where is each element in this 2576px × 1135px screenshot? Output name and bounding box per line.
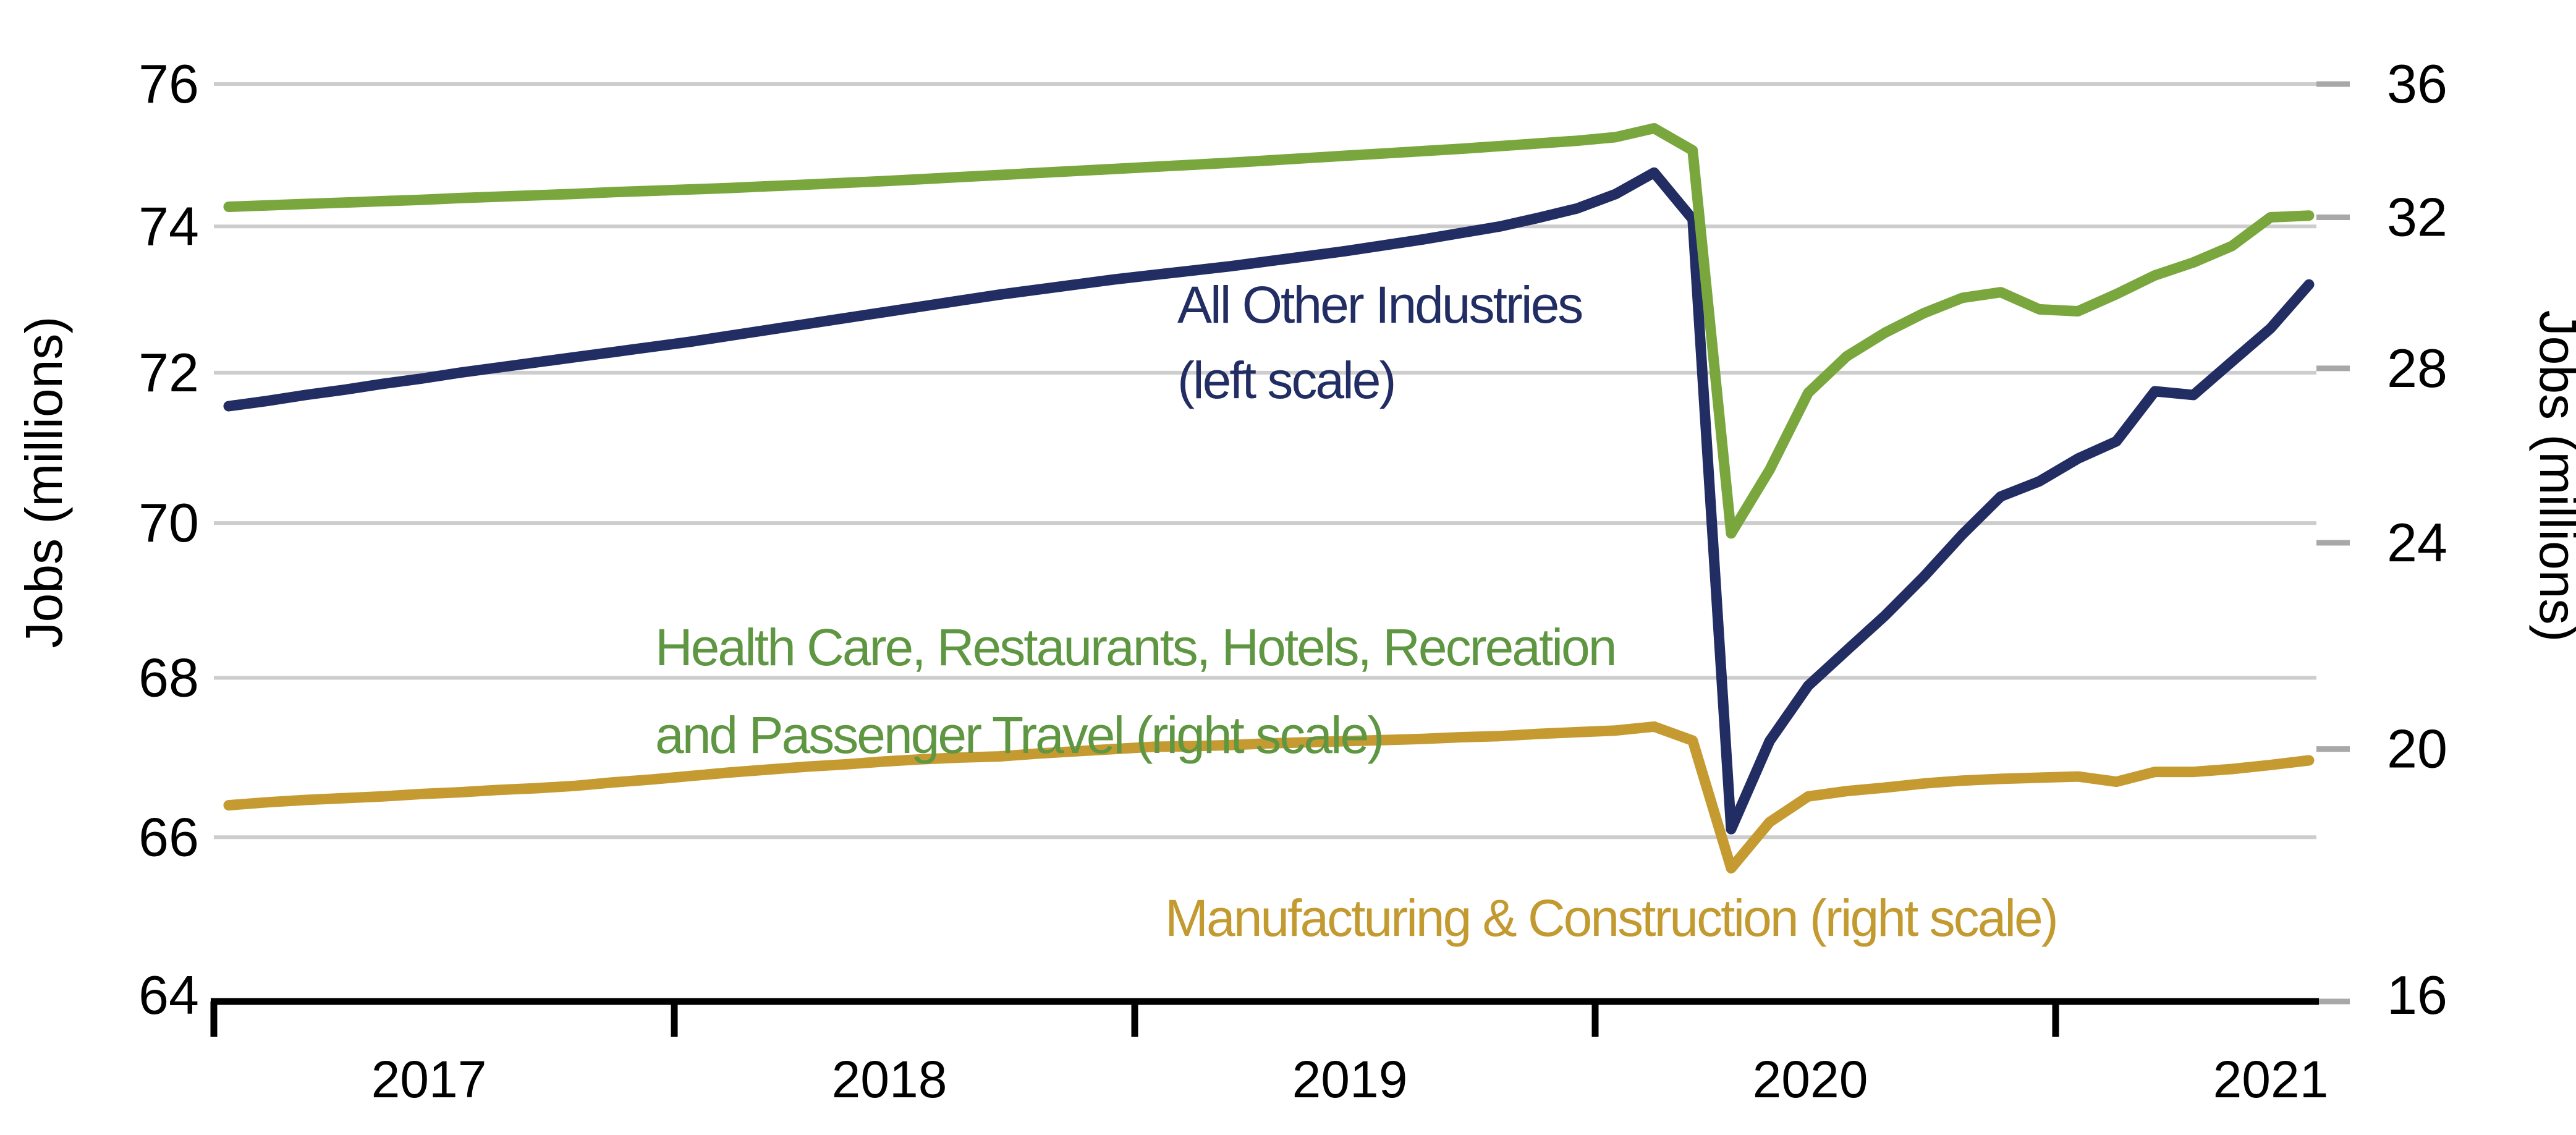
series-line-green [223,123,2315,539]
right-axis-labels: 36 32 28 24 20 16 [2387,53,2447,1026]
left-tick-label-64: 64 [138,964,199,1026]
annotation-navy: All Other Industries (left scale) [1177,276,1583,409]
left-tick-label-72: 72 [138,342,199,403]
right-tick-label-36: 36 [2387,53,2447,114]
year-label-2021: 2021 [2213,1050,2329,1108]
right-tick-label-16: 16 [2387,964,2447,1026]
annotation-green-line-1: Health Care, Restaurants, Hotels, Recrea… [655,618,1615,676]
year-label-2019: 2019 [1292,1050,1408,1108]
year-label-2020: 2020 [1753,1050,1868,1108]
annotation-green-line-2: and Passenger Travel (right scale) [655,706,1383,764]
series-line-gold [223,721,2315,874]
annotation-gold-line-1: Manufacturing & Construction (right scal… [1165,889,2057,947]
left-axis-title: Jobs (millions) [15,317,73,648]
series-navy [223,167,2315,835]
series-line-navy [223,167,2315,835]
left-tick-label-70: 70 [138,492,199,553]
right-tick-label-32: 32 [2387,187,2447,248]
annotation-gold: Manufacturing & Construction (right scal… [1165,889,2059,947]
annotation-navy-line-1: All Other Industries [1177,276,1582,334]
annotation-navy-line-2: (left scale) [1177,351,1394,409]
right-axis-title: Jobs (millions) [2529,310,2576,642]
right-tick-label-20: 20 [2387,718,2447,780]
left-axis-labels: 76 74 72 70 68 66 64 [138,53,199,1026]
gridlines [214,82,2316,840]
right-tick-label-28: 28 [2387,338,2447,399]
left-tick-label-74: 74 [138,195,199,257]
right-tick-label-24: 24 [2387,512,2447,573]
x-axis-year-labels: 2017 2018 2019 2020 2021 [371,1050,2329,1108]
x-axis [210,998,2319,1037]
series-gold [223,721,2315,874]
annotation-green: Health Care, Restaurants, Hotels, Recrea… [655,618,1617,764]
series-green [223,123,2315,539]
left-tick-label-76: 76 [138,53,199,114]
left-tick-label-66: 66 [138,806,199,867]
year-label-2017: 2017 [371,1050,487,1108]
year-label-2018: 2018 [832,1050,947,1108]
right-axis-ticks [2316,81,2350,1005]
left-tick-label-68: 68 [138,647,199,708]
